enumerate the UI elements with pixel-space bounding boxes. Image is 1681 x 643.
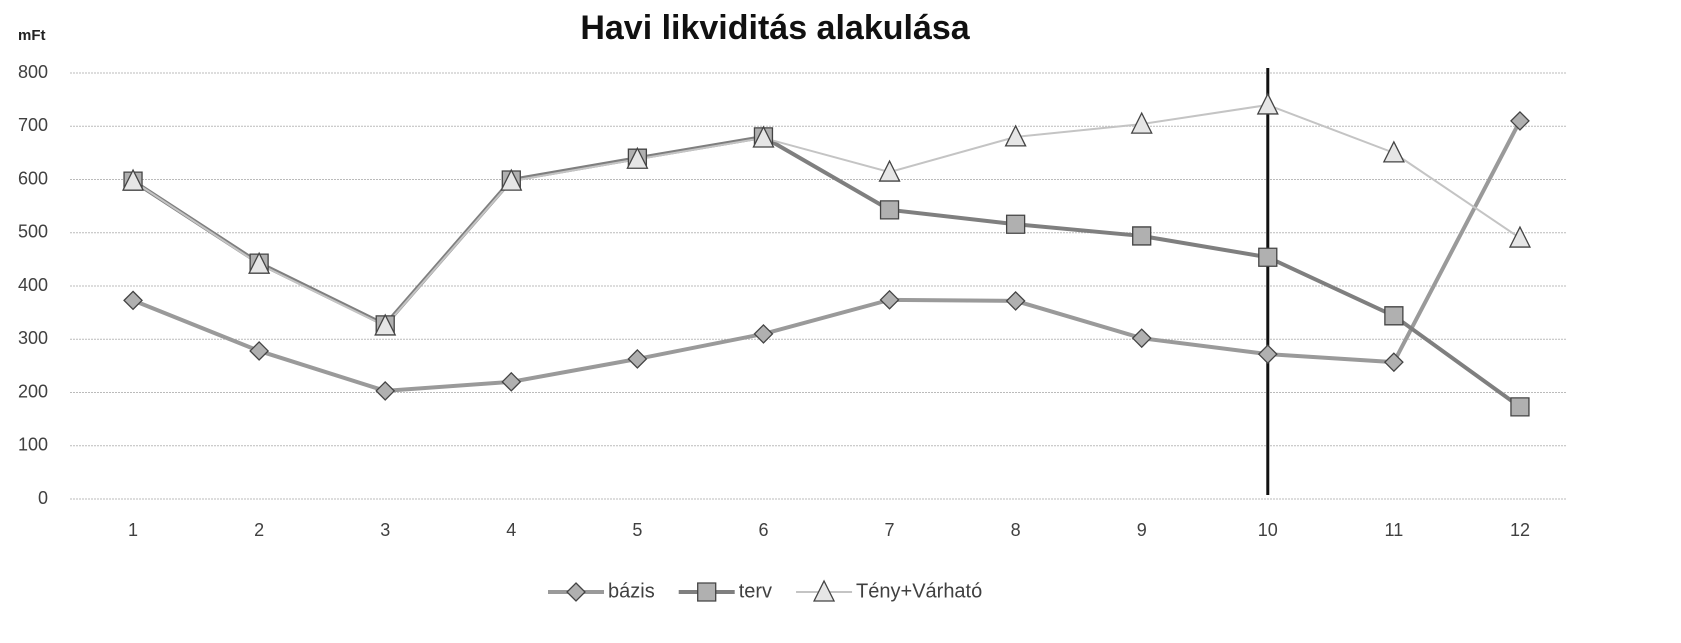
y-tick-label: 700 <box>18 115 48 135</box>
legend-label: Tény+Várható <box>856 580 982 602</box>
x-tick-label: 6 <box>758 520 768 540</box>
x-tick-label: 1 <box>128 520 138 540</box>
marker <box>374 313 397 336</box>
marker <box>375 380 396 401</box>
marker <box>121 168 145 191</box>
marker <box>249 341 270 361</box>
marker <box>627 349 648 369</box>
marker <box>566 582 586 602</box>
x-tick-label: 4 <box>506 520 516 540</box>
marker <box>1258 247 1278 267</box>
legend-item: Tény+Várható <box>796 579 982 602</box>
y-tick-label: 0 <box>38 488 48 508</box>
marker <box>1510 111 1530 131</box>
legend-item: terv <box>678 580 772 602</box>
marker <box>1130 111 1153 134</box>
legend-label: terv <box>739 580 772 602</box>
y-tick-label: 600 <box>18 168 48 188</box>
y-tick-label: 300 <box>18 328 48 348</box>
x-tick-label: 8 <box>1011 520 1021 540</box>
marker <box>1257 344 1278 365</box>
marker <box>1508 225 1532 248</box>
marker <box>1383 352 1404 373</box>
marker <box>878 159 901 182</box>
x-tick-label: 3 <box>380 520 390 540</box>
y-axis-label: mFt <box>18 27 46 44</box>
x-tick-label: 9 <box>1137 520 1147 540</box>
marker <box>879 289 900 310</box>
marker <box>501 371 522 392</box>
marker <box>1384 306 1404 326</box>
series-line <box>132 119 1522 393</box>
marker <box>752 125 775 148</box>
x-tick-label: 10 <box>1258 520 1278 540</box>
marker <box>123 290 143 311</box>
x-tick-label: 12 <box>1510 520 1530 540</box>
marker <box>1132 226 1152 246</box>
marker <box>753 324 774 344</box>
x-tick-label: 5 <box>632 520 642 540</box>
x-tick-label: 11 <box>1385 520 1404 540</box>
marker <box>1005 290 1026 311</box>
marker <box>626 146 649 169</box>
x-tick-label: 2 <box>254 520 264 540</box>
legend-label: bázis <box>608 580 655 602</box>
marker <box>500 168 523 191</box>
y-tick-label: 800 <box>18 62 48 82</box>
marker <box>1004 124 1027 147</box>
marker <box>697 582 717 602</box>
marker <box>1510 397 1530 417</box>
marker <box>248 251 271 274</box>
y-tick-label: 200 <box>18 381 48 401</box>
marker <box>812 579 836 602</box>
x-tick-label: 7 <box>885 520 895 540</box>
y-tick-label: 500 <box>18 222 48 242</box>
marker <box>1256 92 1279 115</box>
legend-item: bázis <box>548 580 655 602</box>
marker <box>1131 328 1152 349</box>
marker <box>1005 214 1026 234</box>
marker <box>879 200 900 220</box>
marker <box>1382 140 1405 163</box>
series-line <box>131 134 1522 409</box>
y-tick-label: 400 <box>18 275 48 295</box>
chart-title: Havi likviditás alakulása <box>580 9 970 47</box>
series-line <box>132 103 1521 328</box>
y-tick-label: 100 <box>18 435 48 455</box>
